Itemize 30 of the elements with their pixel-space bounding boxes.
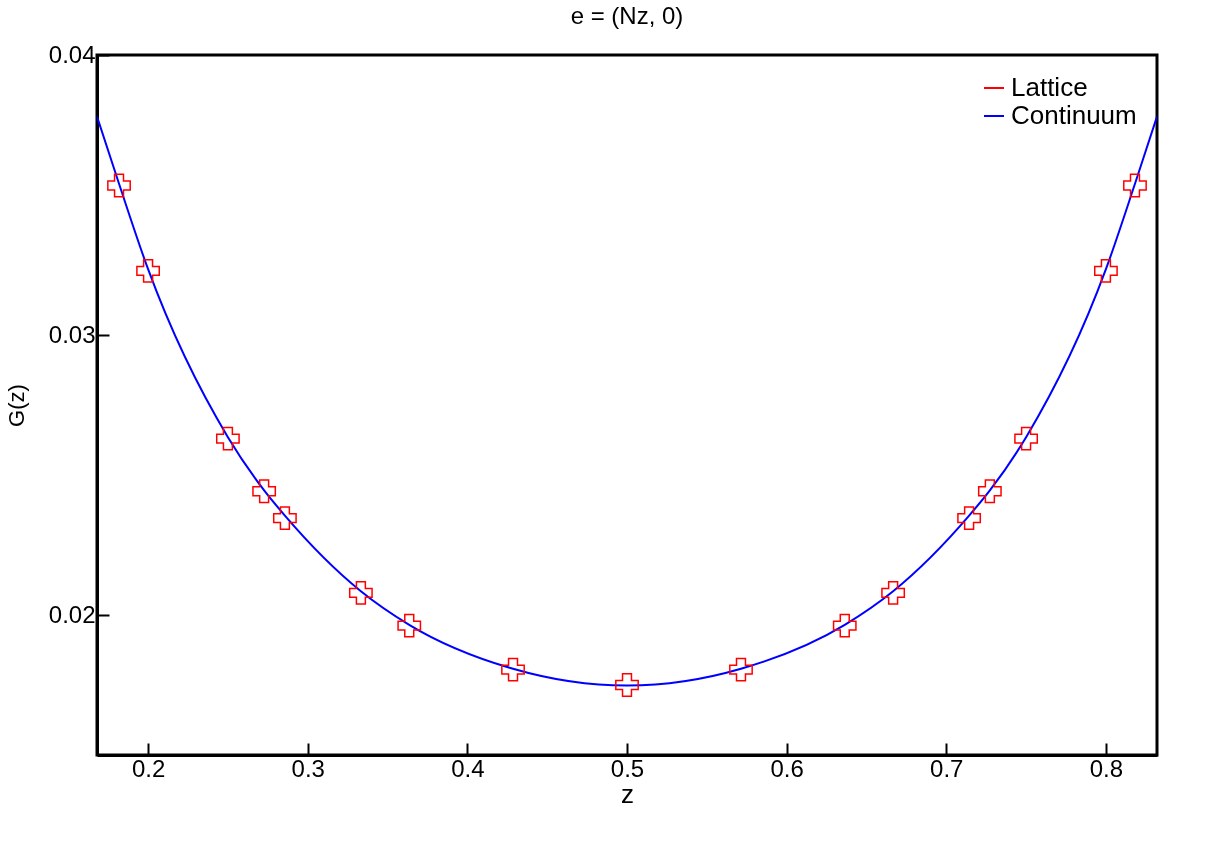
point: [215, 426, 240, 451]
point: [1014, 426, 1039, 451]
x-tick-label: 0.7: [930, 754, 964, 782]
chart-title: e = (Nz, 0): [570, 2, 684, 29]
y-tick-label: 0.03: [48, 320, 96, 348]
x-tick-label: 0.4: [451, 754, 485, 782]
y-axis-title: G(z): [3, 384, 29, 427]
point: [977, 479, 1002, 504]
y-tick-label: 0.04: [48, 40, 96, 68]
point: [1123, 173, 1147, 198]
x-tick-label: 0.6: [770, 754, 804, 782]
point: [136, 258, 161, 283]
point: [615, 673, 639, 697]
x-tick-label: 0.2: [131, 754, 166, 782]
legend-label: Lattice: [1011, 72, 1088, 102]
point: [501, 657, 525, 682]
point: [252, 479, 277, 504]
point: [832, 613, 857, 638]
y-tick-label: 0.02: [48, 600, 96, 628]
point: [348, 580, 373, 605]
x-tick-label: 0.8: [1089, 754, 1124, 782]
point: [107, 173, 131, 198]
x-tick-label: 0.3: [291, 754, 325, 782]
point: [881, 580, 906, 605]
legend-label: Continuum: [1011, 100, 1137, 130]
point: [1093, 258, 1118, 283]
point: [397, 613, 422, 638]
point: [957, 506, 982, 531]
point: [729, 657, 753, 682]
point: [272, 506, 297, 531]
